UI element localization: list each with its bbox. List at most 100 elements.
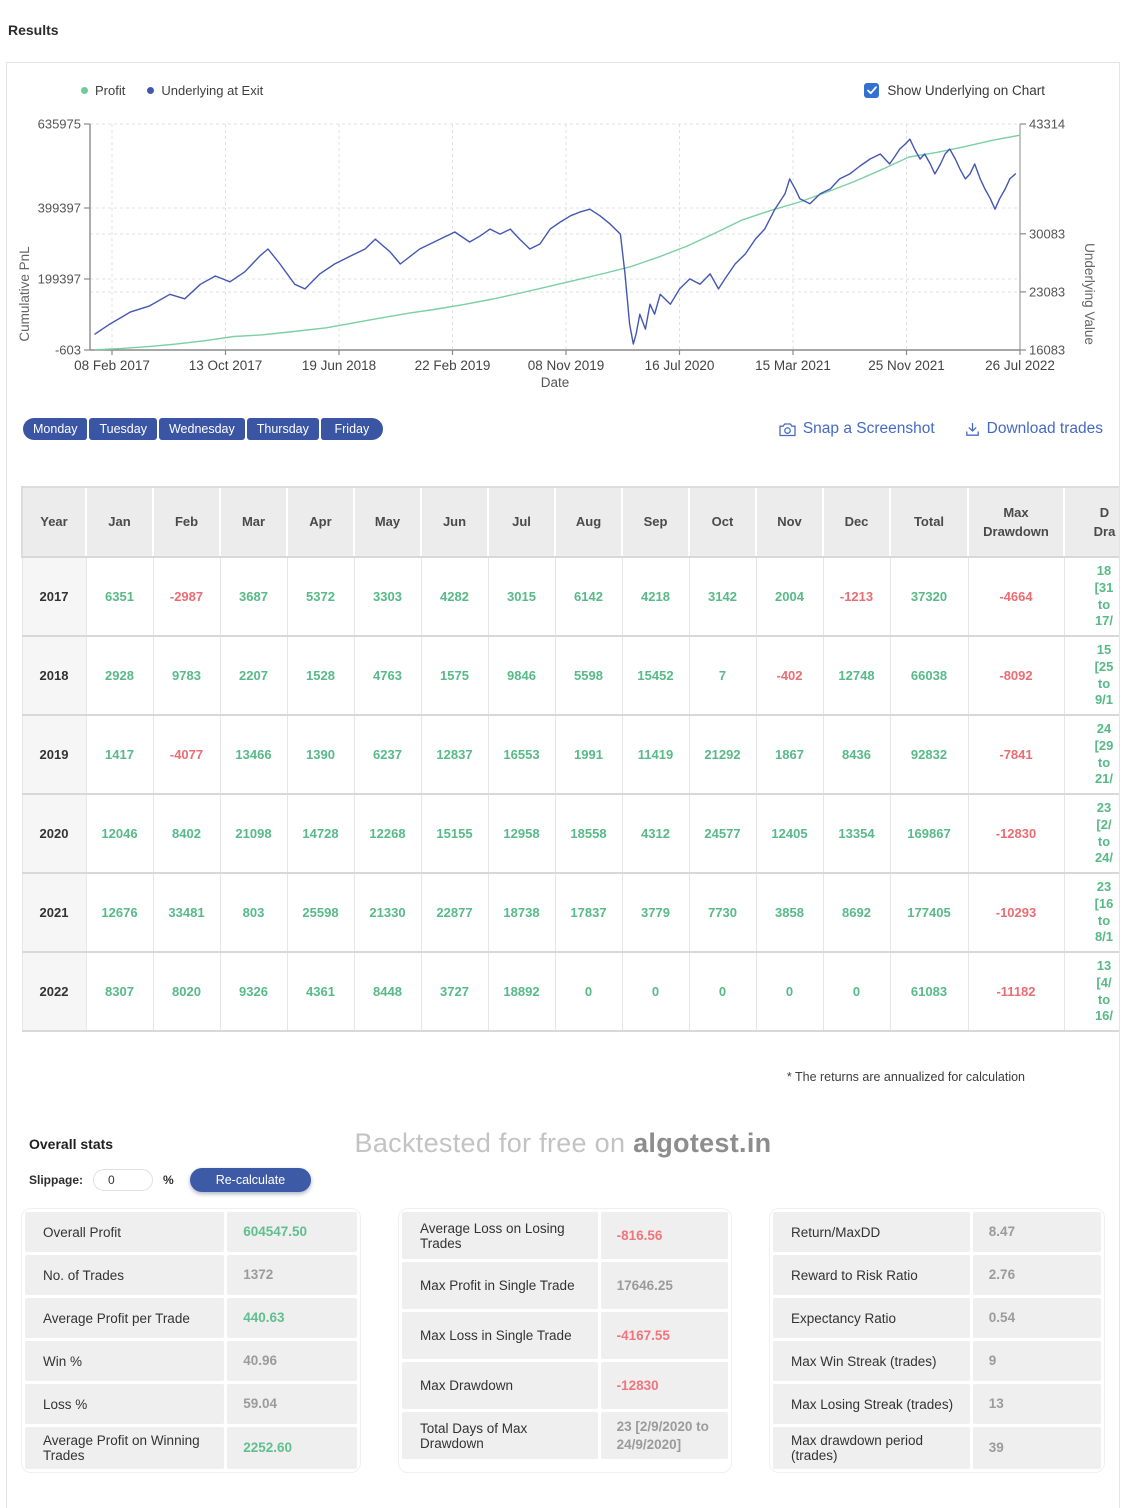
month-pnl-cell: 3727 — [420, 951, 489, 1032]
download-trades-button[interactable]: Download trades — [965, 420, 1103, 438]
stat-value: 59.04 — [227, 1384, 357, 1424]
month-pnl-cell: -4077 — [152, 714, 221, 795]
month-pnl-cell: 12748 — [822, 635, 891, 716]
overall-stats-section: Backtested for free on algotest.in Overa… — [7, 1128, 1119, 1473]
snap-screenshot-button[interactable]: Snap a Screenshot — [779, 420, 935, 438]
max-drawdown-cell: -4664 — [967, 556, 1065, 637]
svg-text:13 Oct 2017: 13 Oct 2017 — [189, 358, 263, 373]
slippage-unit: % — [163, 1173, 174, 1187]
month-pnl-cell: 0 — [755, 951, 824, 1032]
month-pnl-cell: 18558 — [554, 793, 623, 874]
column-header-jul: Jul — [487, 486, 555, 558]
stat-label-total-days-of-max-drawdown: Total Days of Max Drawdown — [402, 1412, 598, 1460]
month-pnl-cell: 15155 — [420, 793, 489, 874]
stat-label-average-profit-on-winning-trades: Average Profit on Winning Trades — [25, 1427, 225, 1469]
chart-actions: Snap a Screenshot Download trades — [779, 420, 1103, 438]
stat-row: Max Losing Streak (trades) 13 — [773, 1384, 1101, 1424]
total-cell: 92832 — [889, 714, 969, 795]
stat-value: 0.54 — [972, 1298, 1101, 1338]
stat-label-average-profit-per-trade: Average Profit per Trade — [25, 1298, 225, 1338]
month-pnl-cell: 5598 — [554, 635, 623, 716]
table-row-2020: 2020 12046 8402 21098 14728 12268 15155 12958 18… — [21, 793, 1119, 874]
month-pnl-cell: 3303 — [353, 556, 422, 637]
stat-label-average-loss-on-losing-trades: Average Loss on Losing Trades — [402, 1212, 598, 1259]
snap-screenshot-label: Snap a Screenshot — [802, 420, 935, 437]
weekday-button-wednesday[interactable]: Wednesday — [158, 418, 245, 440]
weekday-button-tuesday[interactable]: Tuesday — [89, 418, 157, 440]
watermark-prefix: Backtested for free on — [354, 1128, 634, 1158]
stat-label-max-win-streak-trades-: Max Win Streak (trades) — [773, 1341, 970, 1381]
drawdown-period-cell: 13 [4/ to 16/ — [1063, 951, 1119, 1032]
series-underlying-at-exit — [94, 138, 1017, 345]
total-cell: 177405 — [889, 872, 969, 953]
stat-value: 9 — [972, 1341, 1101, 1381]
stat-row: Expectancy Ratio 0.54 — [773, 1298, 1101, 1338]
svg-text:19 Jun 2018: 19 Jun 2018 — [302, 358, 376, 373]
show-underlying-checkbox[interactable]: Show Underlying on Chart — [864, 83, 1045, 98]
weekday-filter: Monday Tuesday Wednesday Thursday Friday — [23, 418, 383, 440]
month-pnl-cell: 12676 — [85, 872, 154, 953]
stat-value: 39 — [972, 1427, 1101, 1469]
month-pnl-cell: -2987 — [152, 556, 221, 637]
slippage-label: Slippage: — [29, 1173, 84, 1187]
legend-item-underlying[interactable]: Underlying at Exit — [147, 83, 263, 98]
recalculate-button[interactable]: Re-calculate — [189, 1168, 312, 1192]
year-cell: 2019 — [21, 714, 87, 795]
column-header-sep: Sep — [621, 486, 689, 558]
stat-row: No. of Trades 1372 — [25, 1255, 357, 1295]
stat-row: Max drawdown period (trades) 39 — [773, 1427, 1101, 1469]
month-pnl-cell: 803 — [219, 872, 288, 953]
month-pnl-cell: 4282 — [420, 556, 489, 637]
svg-text:199397: 199397 — [38, 271, 81, 286]
month-pnl-cell: 8436 — [822, 714, 891, 795]
month-pnl-cell: 21292 — [688, 714, 757, 795]
stat-label-no-of-trades: No. of Trades — [25, 1255, 225, 1295]
download-icon — [965, 422, 979, 436]
month-pnl-cell: 33481 — [152, 872, 221, 953]
month-pnl-cell: 8020 — [152, 951, 221, 1032]
stat-card-general: Overall Profit 604547.50 No. of Trades 1372… — [21, 1208, 361, 1473]
pnl-underlying-chart[interactable]: 635975 399397 199397 -603 43314 30083 23083 160… — [7, 104, 1119, 404]
table-row-2017: 2017 6351 -2987 3687 5372 3303 4282 3015 6142 421… — [21, 556, 1119, 637]
month-pnl-cell: 0 — [621, 951, 690, 1032]
month-pnl-cell: 9326 — [219, 951, 288, 1032]
month-pnl-cell: 1390 — [286, 714, 355, 795]
year-cell: 2021 — [21, 872, 87, 953]
month-pnl-cell: 3858 — [755, 872, 824, 953]
page-title: Results — [8, 22, 59, 38]
column-header-total: Total — [889, 486, 968, 558]
month-pnl-cell: 8402 — [152, 793, 221, 874]
profit-legend-dot-icon — [81, 87, 88, 94]
weekday-button-thursday[interactable]: Thursday — [246, 418, 319, 440]
month-pnl-cell: 12405 — [755, 793, 824, 874]
stat-value: 440.63 — [227, 1298, 357, 1338]
month-pnl-cell: 15452 — [621, 635, 690, 716]
drawdown-period-cell: 18 [31 to 17/ — [1063, 556, 1119, 637]
month-pnl-cell: 7 — [688, 635, 757, 716]
slippage-input[interactable] — [93, 1169, 154, 1191]
stat-value: 2.76 — [972, 1255, 1101, 1295]
column-header-nov: Nov — [755, 486, 823, 558]
weekday-button-friday[interactable]: Friday — [320, 418, 383, 440]
stat-value: 23 [2/9/2020 to 24/9/2020] — [600, 1412, 728, 1460]
month-pnl-cell: 6237 — [353, 714, 422, 795]
month-pnl-cell: 22877 — [420, 872, 489, 953]
results-card: Profit Underlying at Exit Show Underlyin… — [6, 62, 1120, 1508]
column-header-feb: Feb — [152, 486, 220, 558]
column-header-aug: Aug — [554, 486, 622, 558]
weekday-button-monday[interactable]: Monday — [23, 418, 88, 440]
column-header-max-drawdown: Max Drawdown — [967, 486, 1064, 558]
svg-text:-603: -603 — [55, 343, 81, 358]
checkbox-checked-icon — [864, 83, 880, 98]
month-pnl-cell: 3779 — [621, 872, 690, 953]
drawdown-period-cell: 23 [2/ to 24/ — [1063, 793, 1119, 874]
stat-row: Max Profit in Single Trade 17646.25 — [402, 1262, 728, 1309]
legend-item-profit[interactable]: Profit — [81, 83, 125, 98]
month-pnl-cell: 8307 — [85, 951, 154, 1032]
stat-row: Max Loss in Single Trade -4167.55 — [402, 1312, 728, 1359]
stat-row: Loss % 59.04 — [25, 1384, 357, 1424]
month-pnl-cell: 3015 — [487, 556, 556, 637]
stat-label-overall-profit: Overall Profit — [25, 1212, 225, 1252]
month-pnl-cell: 1867 — [755, 714, 824, 795]
month-pnl-cell: 14728 — [286, 793, 355, 874]
